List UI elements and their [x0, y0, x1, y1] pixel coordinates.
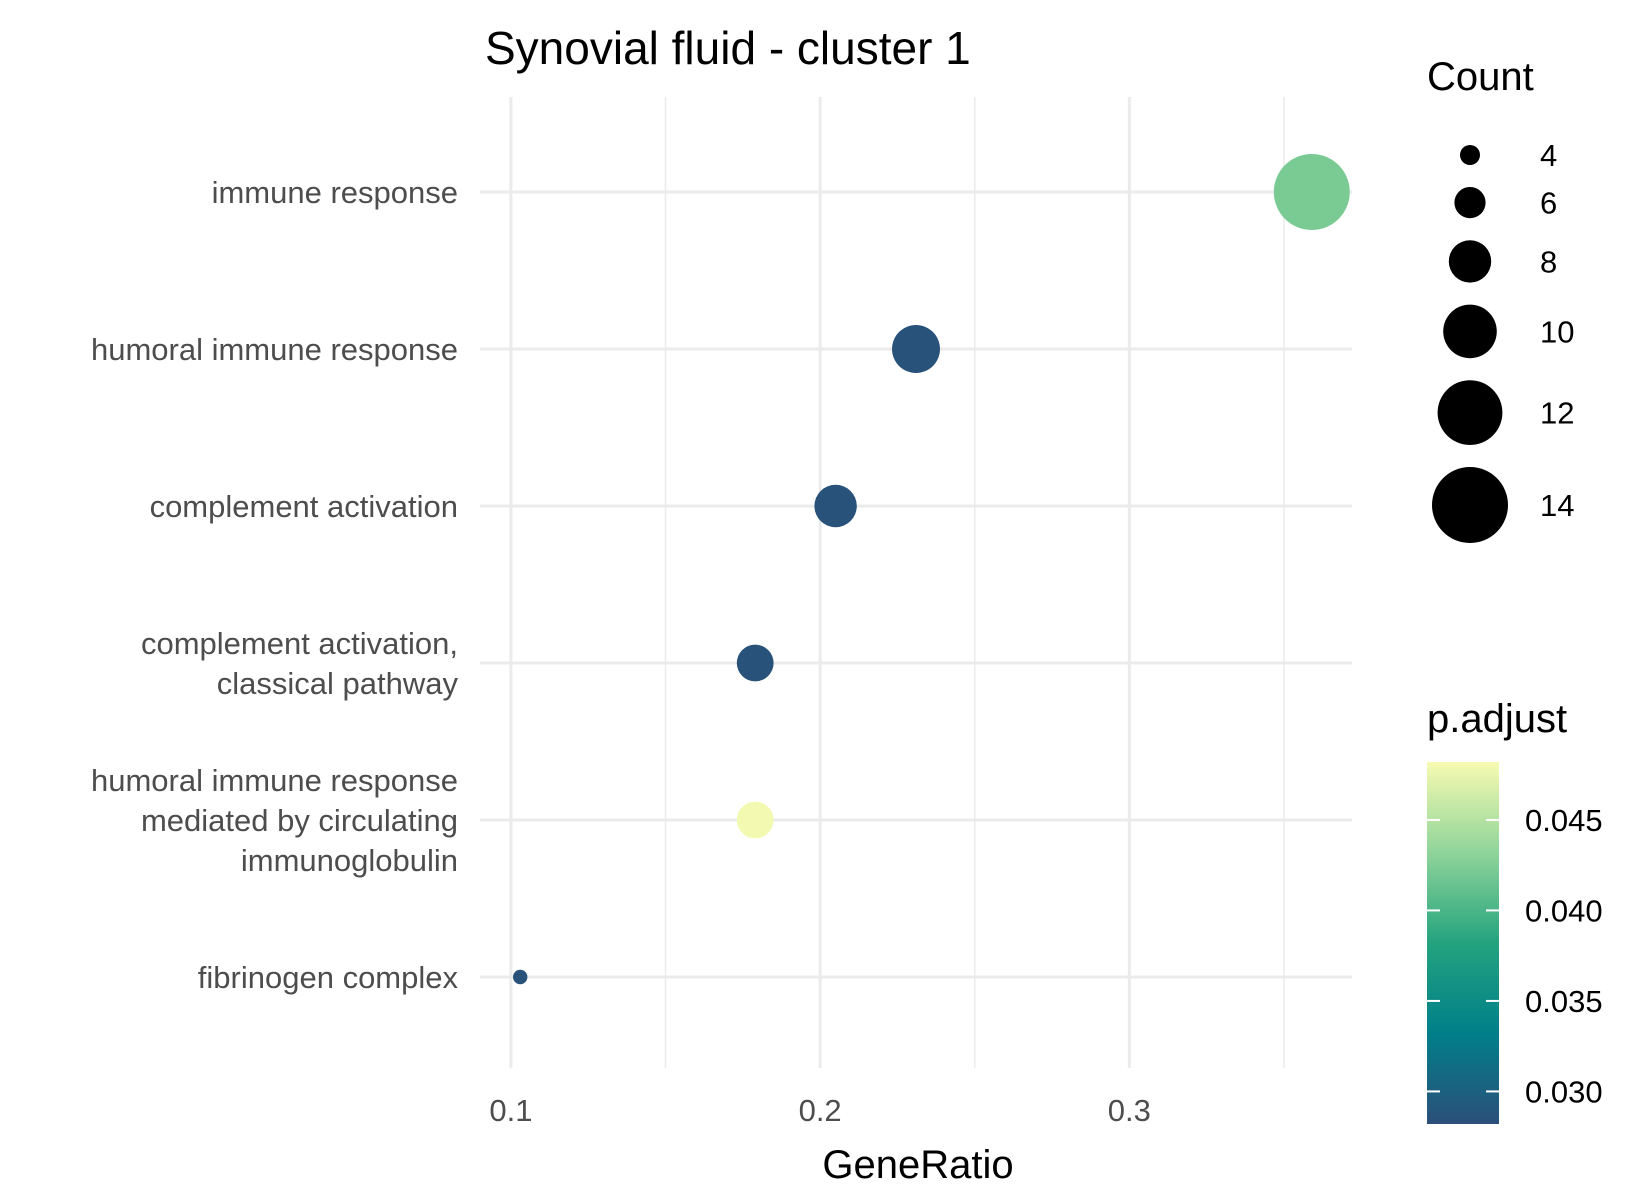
data-point [1273, 154, 1350, 230]
count-legend-key [1460, 145, 1480, 165]
y-category-label: humoral immune response mediated by circu… [91, 763, 458, 878]
count-legend-label: 8 [1540, 244, 1557, 279]
p-adjust-legend-title: p.adjust [1427, 697, 1567, 741]
count-legend-title: Count [1427, 55, 1534, 99]
count-legend-key [1454, 187, 1486, 219]
y-category-label: immune response [212, 175, 458, 210]
data-point [736, 801, 774, 839]
y-category-label: humoral immune response [91, 332, 458, 367]
y-axis-labels: immune response humoral immune response co… [91, 175, 459, 995]
count-legend-label: 12 [1540, 396, 1574, 431]
data-point [892, 325, 940, 373]
count-legend-label: 4 [1540, 138, 1557, 173]
x-axis-label: GeneRatio [822, 1143, 1013, 1187]
data-point [512, 969, 528, 985]
count-legend-key [1437, 380, 1503, 445]
p-adjust-legend: p.adjust 0.030 0.035 0.040 0.045 [1427, 697, 1603, 1124]
colorbar-tick-label: 0.035 [1525, 984, 1603, 1019]
count-legend-label: 6 [1540, 186, 1557, 221]
grid [480, 97, 1352, 1068]
data-points [512, 154, 1350, 985]
colorbar-tick-label: 0.040 [1525, 893, 1603, 928]
colorbar-tick-label: 0.045 [1525, 803, 1603, 838]
count-legend-key [1448, 240, 1492, 283]
y-category-label: fibrinogen complex [198, 960, 459, 995]
data-point [814, 484, 857, 528]
count-legend-key [1443, 304, 1497, 359]
y-category-label: complement activation [150, 489, 458, 524]
x-tick-label: 0.3 [1108, 1093, 1151, 1128]
data-point [736, 644, 774, 682]
count-legend-key [1432, 467, 1508, 543]
count-legend-label: 10 [1540, 314, 1574, 349]
x-axis-ticks: 0.1 0.2 0.3 [489, 1093, 1151, 1128]
colorbar-tick-label: 0.030 [1525, 1074, 1603, 1109]
count-legend: Count 4 6 8 10 12 14 [1427, 55, 1574, 543]
x-tick-label: 0.1 [489, 1093, 532, 1128]
p-adjust-colorbar [1427, 762, 1499, 1124]
y-category-label: complement activation, classical pathway [141, 626, 459, 701]
count-legend-label: 14 [1540, 488, 1574, 523]
x-tick-label: 0.2 [799, 1093, 842, 1128]
chart-title: Synovial fluid - cluster 1 [485, 22, 971, 74]
